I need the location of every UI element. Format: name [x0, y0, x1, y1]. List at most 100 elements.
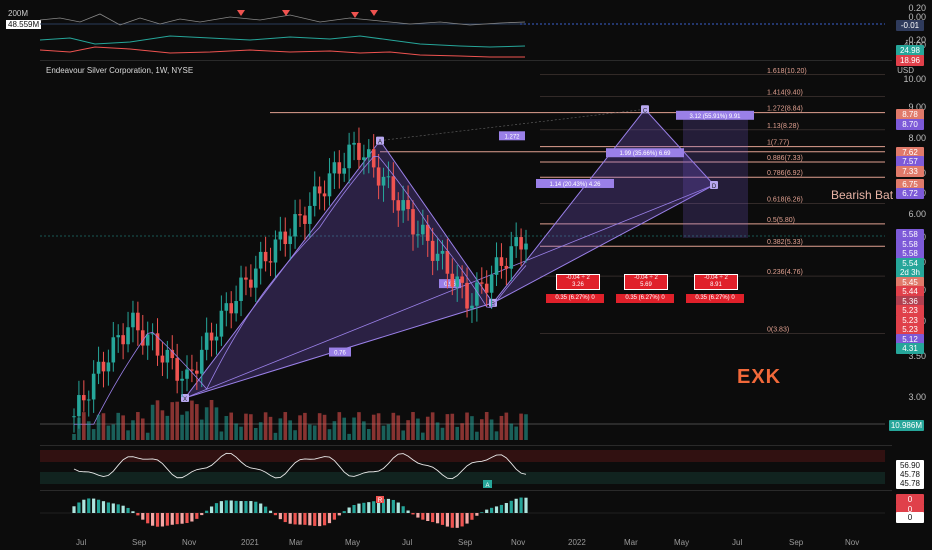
stop-box-2[interactable]: 0.35 (6.27%) 0	[616, 294, 674, 303]
macd-bar	[254, 501, 258, 513]
volume-bar	[465, 412, 469, 440]
pattern-point-x[interactable]	[181, 394, 189, 402]
candle-body	[308, 205, 312, 224]
volume-bar	[116, 412, 121, 440]
ratio-label-bg	[676, 110, 754, 120]
volume-bar	[131, 420, 135, 440]
volume-bar	[332, 421, 337, 440]
candle-body	[229, 303, 234, 314]
volume-bar	[101, 413, 106, 440]
macd-bar	[490, 507, 494, 513]
panel-divider[interactable]	[40, 445, 892, 446]
macd-bar	[421, 513, 425, 520]
panel-divider[interactable]	[40, 490, 892, 491]
volume-bar	[258, 422, 263, 440]
candle-body	[131, 312, 135, 328]
volume-bar	[219, 431, 224, 440]
volume-bar	[322, 414, 327, 440]
price-badge: 5.44	[896, 286, 924, 298]
top-tick: 0.00	[908, 12, 926, 22]
candle-body	[371, 149, 376, 168]
candle-body	[470, 305, 474, 309]
price-badge: 5.12	[896, 333, 924, 345]
time-tick-label: 2021	[241, 538, 259, 547]
fib-level-label: 0(3.83)	[767, 326, 789, 333]
volume-bar	[140, 418, 145, 440]
price-badge: 8.78	[896, 109, 924, 121]
macd-bar	[121, 505, 125, 513]
pattern-point-d[interactable]	[710, 180, 718, 189]
candle-body	[445, 250, 450, 274]
volume-bar	[199, 419, 204, 440]
macd-bar	[141, 513, 145, 520]
volume-bar	[396, 415, 401, 440]
candle-body	[111, 337, 116, 363]
macd-bar	[435, 513, 440, 524]
macd-bar	[293, 513, 297, 525]
macd-marker	[376, 496, 384, 503]
candle-body	[209, 332, 214, 341]
macd-bar	[111, 503, 115, 513]
volume-bar	[489, 419, 494, 440]
price-badge: 5.36	[896, 295, 924, 307]
volume-bar	[450, 413, 455, 440]
fib-level-label: 0.886(7.33)	[767, 155, 803, 162]
pattern-name-label: Bearish Bat	[831, 188, 894, 202]
macd-bar	[485, 509, 489, 513]
macd-bar	[214, 503, 219, 513]
candle-body	[180, 378, 184, 381]
macd-bar	[180, 513, 184, 524]
position-box-bottom: 3.26	[572, 282, 584, 288]
volume-bar	[170, 402, 175, 440]
volume-bar	[263, 412, 268, 440]
fib-level-label: 0.382(5.33)	[767, 239, 803, 246]
xd-line	[184, 184, 715, 399]
volume-bar	[514, 426, 518, 440]
macd-bar	[514, 498, 518, 513]
macd-bar	[327, 513, 332, 524]
candle-body	[293, 214, 297, 237]
candle-body	[322, 193, 327, 197]
candle-body	[460, 276, 464, 283]
pattern-point-a[interactable]	[376, 136, 384, 145]
ratio-label-bg	[329, 347, 351, 357]
macd-bar	[136, 513, 140, 516]
price-tick-label: 3.00	[908, 392, 926, 402]
position-box-3[interactable]: -0.04 ÷ 2 8.91	[694, 274, 738, 290]
macd-bar	[288, 513, 292, 524]
price-badge: 7.57	[896, 156, 924, 168]
top-badge: 18.96	[896, 55, 924, 66]
volume-bar	[352, 417, 356, 440]
candle-body	[352, 142, 356, 145]
panel-divider[interactable]	[40, 60, 892, 61]
volume-bar	[234, 423, 238, 440]
ratio-label: 0.96	[444, 282, 456, 288]
candle-body	[283, 231, 288, 245]
pattern-point-b[interactable]	[489, 298, 497, 307]
stop-box-3[interactable]: 0.35 (6.27%) 0	[686, 294, 744, 303]
macd-histogram: R	[40, 496, 885, 528]
candle-body	[342, 168, 347, 174]
fib-retracement[interactable]: 1.618(10.20) 1.414(9.40) 1.272(8.84) 1.13(8…	[40, 68, 885, 425]
rsi-badge: 45.78	[896, 469, 924, 480]
stop-box-1[interactable]: 0.35 (6.27%) 0	[546, 294, 604, 303]
volume-bar	[214, 407, 219, 440]
position-box-2[interactable]: -0.04 ÷ 2 5.69	[624, 274, 668, 290]
position-box-1[interactable]: -0.04 ÷ 2 3.26	[556, 274, 600, 290]
volume-bar	[460, 423, 464, 440]
pattern-point-c[interactable]	[641, 105, 649, 114]
harmonic-pattern[interactable]: X A B C D 1.272 0.76 0.96 1.14 (20.43%) 4.26 1.99…	[181, 105, 754, 403]
fib-level-label: 1.272(8.84)	[767, 106, 803, 113]
candle-body	[239, 277, 243, 302]
volume-bar	[357, 412, 361, 440]
candle-body	[440, 250, 445, 254]
time-tick-label: Sep	[789, 538, 804, 547]
macd-bar	[195, 513, 199, 519]
time-tick-label: Sep	[132, 538, 147, 547]
price-tick-label: 9.00	[908, 101, 926, 112]
macd-bar	[426, 513, 430, 522]
macd-bar	[347, 507, 351, 513]
candle-body	[170, 349, 175, 359]
time-tick-label: 2022	[568, 538, 586, 547]
